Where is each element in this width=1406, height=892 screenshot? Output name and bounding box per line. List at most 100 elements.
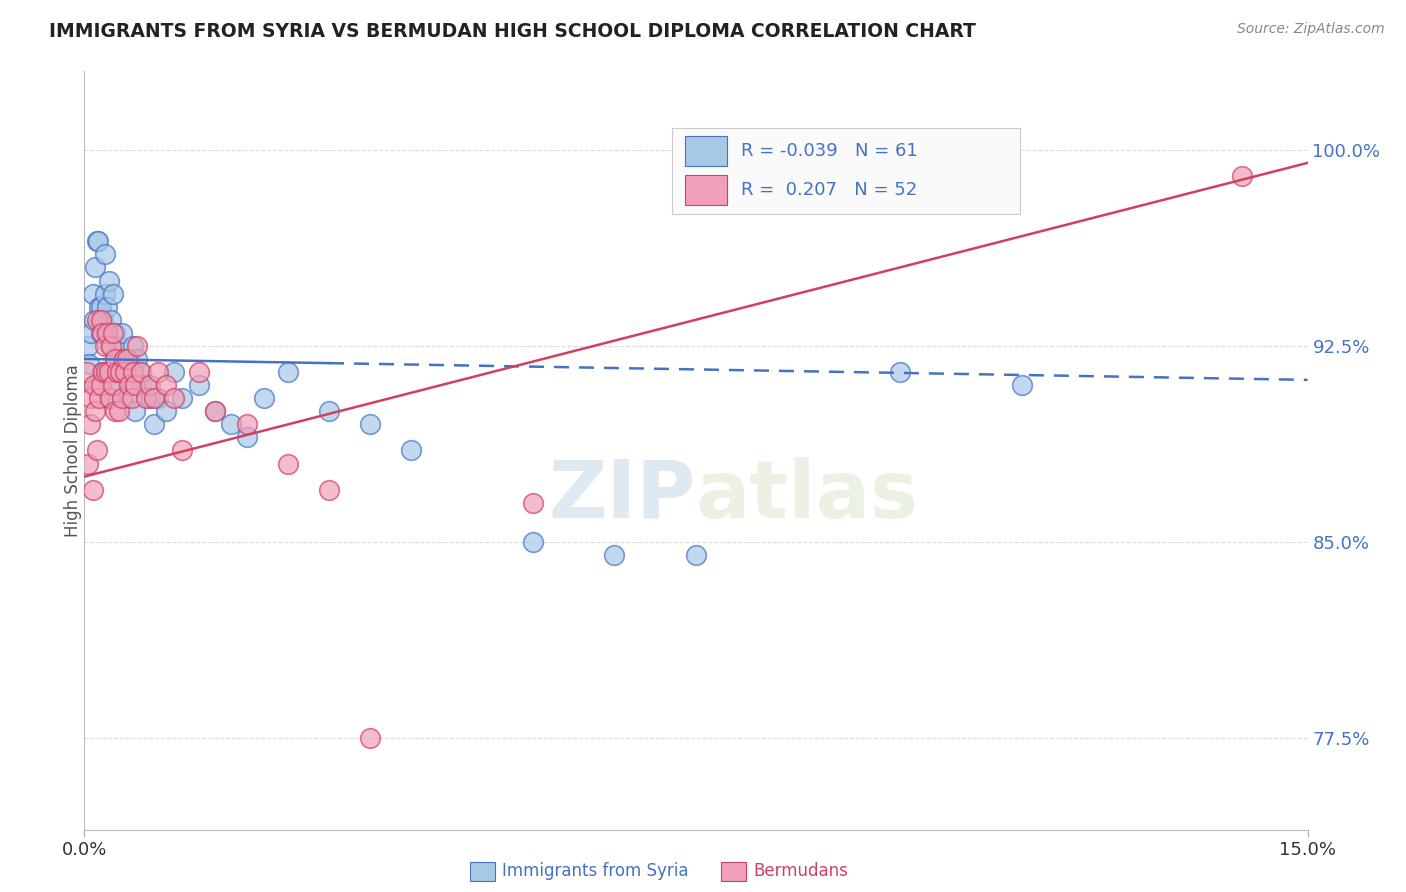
Point [115, 391, 138, 405]
Point [103, 404, 125, 418]
Text: Bermudans: Bermudans [754, 863, 848, 880]
Point [146, 365, 169, 379]
Point [127, 339, 149, 353]
Point [80, 326, 103, 340]
Point [142, 391, 165, 405]
Point [100, 391, 122, 405]
Point [118, 351, 141, 366]
Point [93, 339, 115, 353]
Point [110, 365, 132, 379]
Point [359, 731, 381, 745]
Point [96, 326, 118, 340]
Point [101, 326, 124, 340]
Point [112, 351, 135, 366]
Point [187, 378, 209, 392]
Point [104, 326, 127, 340]
Point [163, 365, 186, 379]
Point [84, 260, 107, 275]
Point [172, 443, 194, 458]
Point [889, 365, 911, 379]
Point [101, 378, 124, 392]
Point [522, 496, 544, 510]
Point [86, 312, 108, 326]
Point [87, 391, 110, 405]
Point [155, 404, 177, 418]
Point [1232, 169, 1254, 183]
Point [172, 391, 194, 405]
Point [155, 378, 177, 392]
Point [100, 312, 122, 326]
Point [277, 365, 299, 379]
Point [112, 351, 135, 366]
Point [97, 391, 120, 405]
Point [91, 365, 114, 379]
Text: IMMIGRANTS FROM SYRIA VS BERMUDAN HIGH SCHOOL DIPLOMA CORRELATION CHART: IMMIGRANTS FROM SYRIA VS BERMUDAN HIGH S… [49, 22, 976, 41]
Point [90, 300, 112, 314]
Point [79, 417, 101, 432]
Point [87, 300, 110, 314]
Point [97, 365, 120, 379]
Point [603, 548, 626, 562]
Point [82, 483, 104, 497]
Point [111, 326, 134, 340]
Point [84, 404, 107, 418]
Point [142, 417, 165, 432]
Point [522, 535, 544, 549]
Point [101, 365, 124, 379]
Point [100, 339, 122, 353]
Point [163, 391, 186, 405]
Point [124, 378, 146, 392]
Point [96, 326, 118, 340]
Point [114, 365, 136, 379]
Point [77, 457, 100, 471]
Text: Immigrants from Syria: Immigrants from Syria [502, 863, 689, 880]
Point [124, 404, 146, 418]
Point [76, 365, 98, 379]
Point [90, 326, 112, 340]
Point [131, 365, 153, 379]
Point [318, 404, 340, 418]
Point [236, 417, 259, 432]
Text: Source: ZipAtlas.com: Source: ZipAtlas.com [1237, 22, 1385, 37]
Point [138, 378, 160, 392]
Y-axis label: High School Diploma: High School Diploma [65, 364, 82, 537]
Point [107, 339, 129, 353]
Point [135, 378, 157, 392]
Point [204, 404, 226, 418]
Point [399, 443, 422, 458]
Point [91, 365, 114, 379]
Point [96, 300, 118, 314]
Point [236, 430, 259, 444]
Bar [686, 136, 727, 166]
Bar [686, 175, 727, 205]
Point [121, 391, 143, 405]
Point [77, 357, 100, 371]
Point [86, 235, 108, 249]
Point [100, 339, 122, 353]
Point [105, 365, 128, 379]
Point [77, 339, 100, 353]
Point [90, 378, 112, 392]
Point [1011, 378, 1033, 392]
Point [96, 365, 118, 379]
Point [127, 351, 149, 366]
Point [135, 391, 157, 405]
Point [318, 483, 340, 497]
Point [105, 378, 128, 392]
Point [87, 235, 110, 249]
Point [122, 339, 145, 353]
Point [187, 365, 209, 379]
Point [104, 351, 127, 366]
Point [359, 417, 381, 432]
Point [80, 391, 103, 405]
Text: R =  0.207   N = 52: R = 0.207 N = 52 [741, 181, 918, 199]
Point [86, 378, 108, 392]
Point [93, 286, 115, 301]
Point [107, 404, 129, 418]
Point [122, 365, 145, 379]
Text: ZIP: ZIP [548, 457, 696, 535]
Point [138, 391, 160, 405]
Point [146, 391, 169, 405]
Point [114, 365, 136, 379]
Point [128, 365, 150, 379]
